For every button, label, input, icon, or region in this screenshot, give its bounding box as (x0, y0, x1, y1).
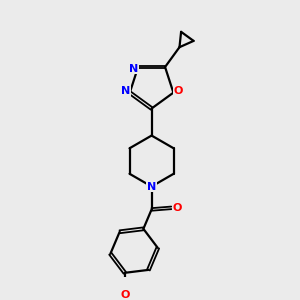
Text: N: N (121, 86, 130, 96)
Text: N: N (147, 182, 156, 191)
Text: O: O (173, 86, 183, 96)
Text: N: N (129, 64, 139, 74)
Text: O: O (172, 203, 182, 213)
Text: O: O (120, 290, 130, 300)
